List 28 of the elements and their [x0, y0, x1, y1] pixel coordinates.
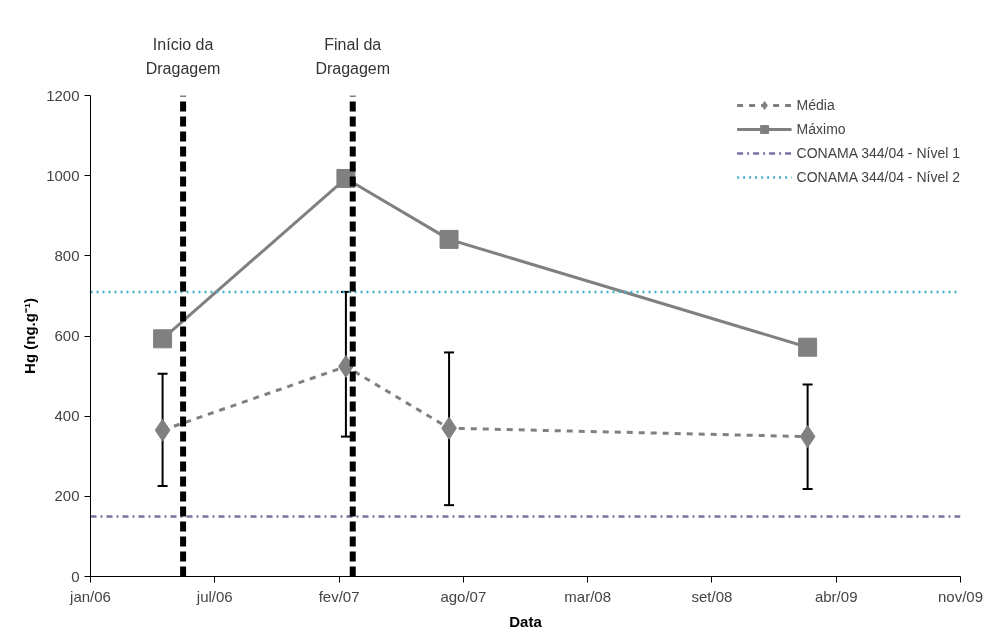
legend-label: CONAMA 344/04 - Nível 1: [796, 145, 960, 161]
y-tick-label: 400: [54, 407, 80, 425]
x-tick-label: jan/06: [69, 587, 111, 605]
x-tick-label: fev/07: [318, 587, 360, 605]
x-axis-title: Data: [509, 612, 543, 630]
legend-label: Máximo: [796, 121, 846, 137]
x-tick-label: jul/06: [195, 587, 233, 605]
legend-label: Média: [796, 97, 835, 113]
ref-line-label: Início da Dragagem: [145, 35, 221, 77]
y-axis-title: Hg (ng.g⁻¹): [21, 298, 39, 374]
y-tick-label: 800: [54, 246, 80, 264]
point: [798, 337, 818, 357]
point: [439, 229, 459, 249]
y-tick-label: 1200: [46, 86, 80, 104]
ref-line-label: Final da Dragagem: [315, 35, 391, 77]
point: [153, 329, 173, 349]
y-tick-label: 600: [54, 327, 80, 344]
y-tick-label: 0: [71, 567, 80, 585]
x-tick-label: set/08: [691, 587, 733, 605]
x-tick-label: mar/08: [564, 587, 611, 605]
y-tick-label: 200: [54, 487, 80, 505]
x-tick-label: ago/07: [440, 587, 487, 605]
y-tick-label: 1000: [46, 166, 80, 184]
point: [799, 425, 816, 449]
point: [154, 418, 171, 442]
x-tick-label: abr/09: [814, 587, 858, 605]
legend-label: CONAMA 344/04 - Nível 2: [796, 169, 960, 185]
x-tick-label: nov/09: [937, 587, 984, 605]
